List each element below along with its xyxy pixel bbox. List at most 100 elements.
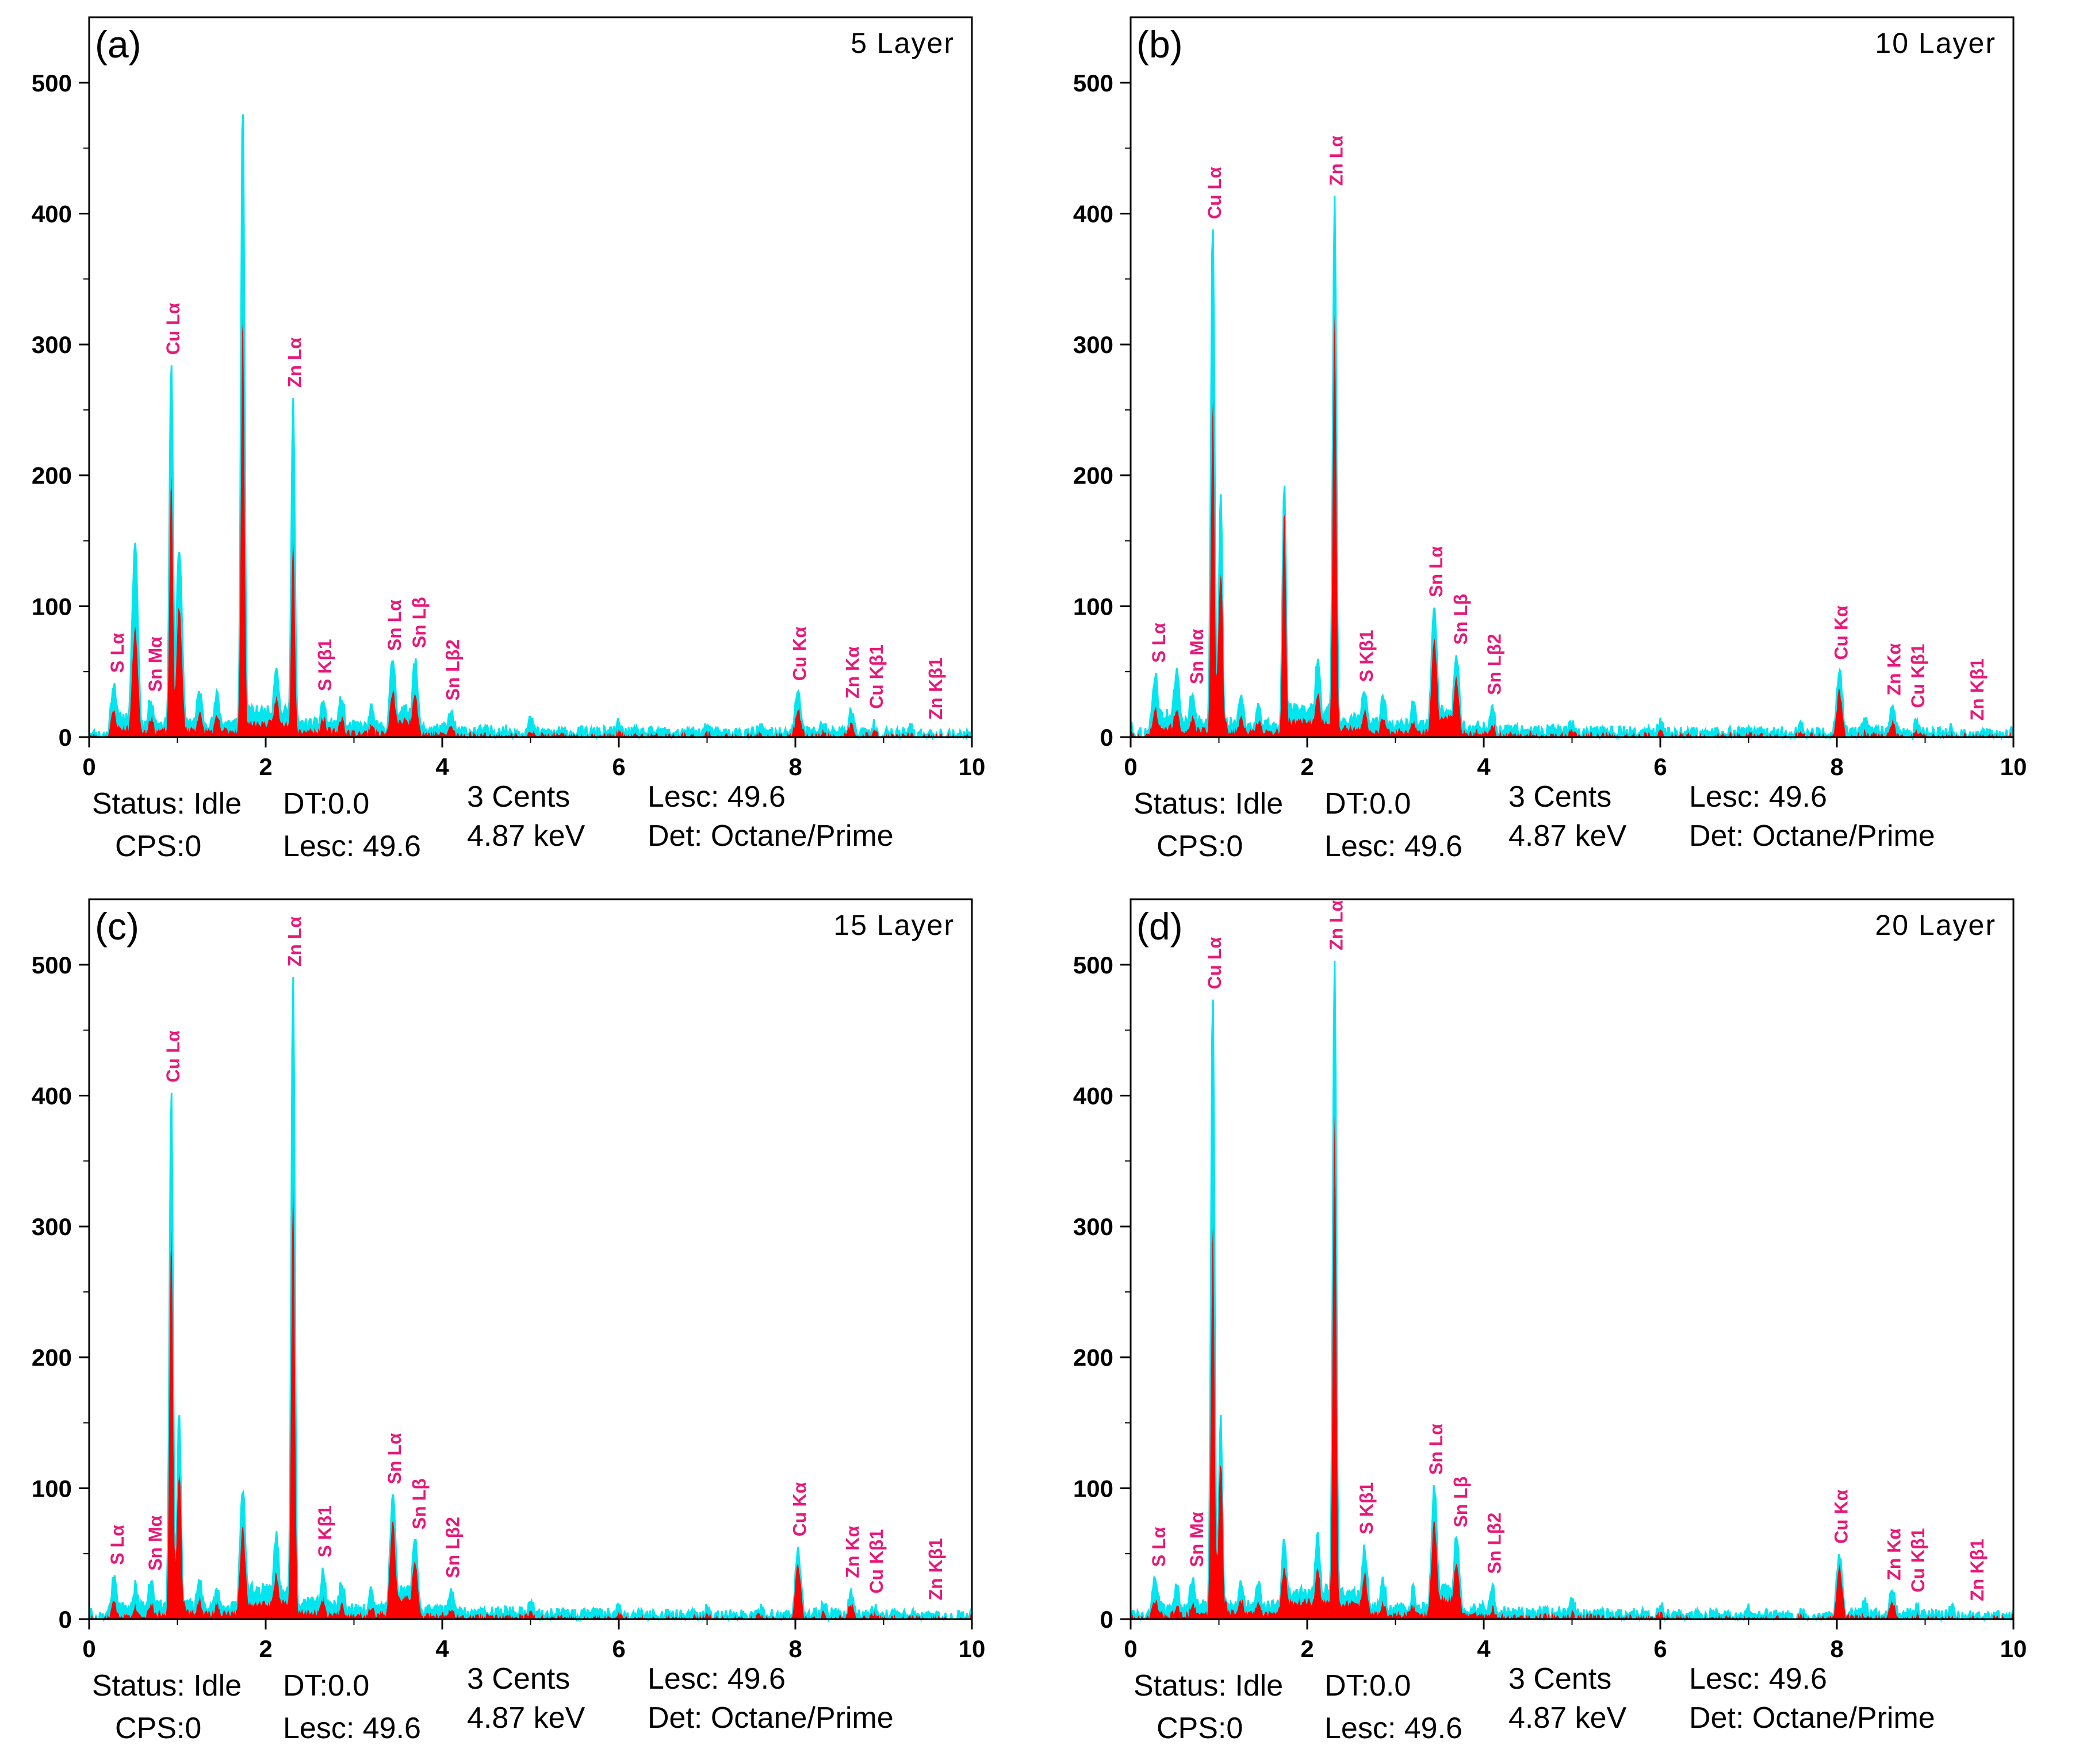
peak-label: S Kβ1 bbox=[1356, 630, 1377, 682]
panel-b: 0 2 4 6 8 10 0 100 200 300 400 500 (b) 10 Layer S Lα Sn… bbox=[1042, 0, 2083, 882]
x-tick-label: 8 bbox=[788, 1635, 802, 1662]
cents-text: 3 Cents bbox=[467, 1662, 570, 1696]
x-tick-label: 8 bbox=[1830, 753, 1843, 780]
peak-label: Sn Lα bbox=[384, 1433, 405, 1484]
series-fill bbox=[89, 319, 972, 737]
peak-label: Zn Lα bbox=[285, 916, 305, 967]
peak-label: Cu Kβ1 bbox=[866, 645, 887, 709]
y-tick-label: 0 bbox=[1100, 1606, 1113, 1633]
cps-text: CPS:0 bbox=[115, 830, 202, 863]
panel-c: 0 2 4 6 8 10 0 100 200 300 400 500 (c) 15 Layer S Lα Sn… bbox=[0, 882, 1042, 1764]
dt-text: DT:0.0 bbox=[283, 1669, 370, 1702]
peak-label: Sn Lβ2 bbox=[442, 639, 463, 701]
y-tick-label: 100 bbox=[1073, 593, 1113, 620]
y-tick-label: 200 bbox=[1073, 462, 1113, 489]
x-tick-label: 0 bbox=[82, 1635, 95, 1662]
kev-text: 4.87 keV bbox=[1508, 819, 1627, 853]
x-tick-label: 10 bbox=[2000, 753, 2027, 780]
plot-frame bbox=[1129, 16, 2015, 738]
kev-text: 4.87 keV bbox=[467, 819, 585, 853]
peak-label: Zn Kβ1 bbox=[925, 657, 946, 719]
y-tick-label: 400 bbox=[1073, 200, 1113, 227]
peak-label: Zn Kα bbox=[1884, 1528, 1905, 1581]
peak-label: Sn Mα bbox=[1186, 629, 1207, 684]
peak-label: Sn Lβ2 bbox=[1484, 1513, 1504, 1574]
peak-label: Sn Lβ bbox=[1450, 1477, 1471, 1528]
y-tick-label: 200 bbox=[1073, 1344, 1113, 1371]
x-tick-label: 4 bbox=[1477, 1635, 1491, 1662]
peak-label: S Kβ1 bbox=[315, 1505, 335, 1558]
peak-label: Cu Lα bbox=[163, 1030, 183, 1083]
series-signal bbox=[1129, 196, 2015, 741]
series-signal bbox=[1129, 960, 2015, 1623]
cents-text: 3 Cents bbox=[1508, 1662, 1612, 1696]
peak-label: Sn Lα bbox=[384, 600, 405, 651]
y-tick-label: 100 bbox=[1073, 1475, 1113, 1502]
y-tick-label: 500 bbox=[1073, 952, 1113, 979]
peak-label: Cu Kα bbox=[1831, 605, 1852, 660]
x-tick-label: 8 bbox=[788, 753, 802, 780]
peak-label: Cu Lα bbox=[163, 302, 183, 355]
peak-label: Zn Lα bbox=[1326, 900, 1347, 950]
detector-text: Det: Octane/Prime bbox=[1689, 819, 1935, 853]
x-tick-label: 2 bbox=[1300, 1635, 1314, 1662]
peak-label: Cu Kα bbox=[1831, 1489, 1852, 1544]
peak-label: S Lα bbox=[1148, 1527, 1169, 1567]
peak-label: Sn Mα bbox=[1186, 1512, 1207, 1567]
y-tick-label: 300 bbox=[1073, 1213, 1113, 1240]
series-fill bbox=[89, 1182, 972, 1619]
x-tick-label: 2 bbox=[259, 753, 272, 780]
cps-text: CPS:0 bbox=[1157, 1712, 1243, 1745]
y-tick-label: 400 bbox=[1073, 1082, 1113, 1109]
peak-label: S Lα bbox=[107, 1525, 128, 1565]
lesc-text-2: Lesc: 49.6 bbox=[1689, 1662, 1827, 1696]
status-text: Status: Idle bbox=[1134, 1669, 1284, 1702]
panel-a: 0 2 4 6 8 10 0 100 200 300 400 500 (a) 5 Layer S Lα Sn … bbox=[0, 0, 1042, 882]
y-tick-label: 0 bbox=[59, 724, 72, 751]
peak-label: Sn Lα bbox=[1426, 546, 1446, 597]
dt-text: DT:0.0 bbox=[283, 787, 370, 820]
cps-text: CPS:0 bbox=[115, 1712, 202, 1745]
peak-label: Sn Mα bbox=[145, 1515, 166, 1570]
lesc-text-2: Lesc: 49.6 bbox=[648, 1662, 786, 1696]
x-tick-label: 0 bbox=[82, 753, 95, 780]
peak-label: Zn Kβ1 bbox=[925, 1538, 946, 1600]
x-tick-label: 10 bbox=[959, 753, 986, 780]
peak-label: Zn Kα bbox=[1884, 643, 1905, 696]
lesc-text-2: Lesc: 49.6 bbox=[1689, 780, 1827, 814]
plot-frame bbox=[1129, 898, 2015, 1620]
x-tick-label: 4 bbox=[1477, 753, 1491, 780]
chart-title: 10 Layer bbox=[1875, 27, 1996, 59]
peak-label: Zn Lα bbox=[285, 338, 305, 388]
y-tick-label: 0 bbox=[1100, 724, 1113, 751]
x-tick-label: 6 bbox=[612, 753, 625, 780]
lesc-text-2: Lesc: 49.6 bbox=[648, 780, 786, 814]
series-signal bbox=[88, 977, 973, 1623]
peak-label: Cu Kβ1 bbox=[1908, 1528, 1928, 1593]
x-tick-label: 8 bbox=[1830, 1635, 1843, 1662]
cents-text: 3 Cents bbox=[1508, 780, 1612, 814]
y-tick-label: 500 bbox=[32, 952, 72, 979]
detector-text: Det: Octane/Prime bbox=[648, 819, 894, 853]
peak-label: Cu Kα bbox=[790, 1482, 810, 1537]
kev-text: 4.87 keV bbox=[1508, 1701, 1627, 1735]
peak-label: Sn Lβ2 bbox=[1484, 634, 1504, 695]
detector-text: Det: Octane/Prime bbox=[648, 1701, 894, 1735]
cents-text: 3 Cents bbox=[467, 780, 570, 814]
dt-text: DT:0.0 bbox=[1324, 787, 1411, 820]
x-tick-label: 10 bbox=[2000, 1635, 2027, 1662]
peak-label: Cu Lα bbox=[1204, 937, 1225, 990]
peak-label: Cu Kα bbox=[790, 627, 810, 681]
y-tick-label: 300 bbox=[32, 331, 72, 358]
y-tick-label: 400 bbox=[32, 1082, 72, 1109]
panel-label: (a) bbox=[95, 23, 141, 66]
peak-label: S Kβ1 bbox=[315, 639, 335, 691]
lesc-text-1: Lesc: 49.6 bbox=[283, 1712, 421, 1745]
chart-title: 15 Layer bbox=[833, 909, 955, 941]
peak-label: S Lα bbox=[107, 633, 128, 673]
panel-label: (b) bbox=[1136, 23, 1183, 66]
series-fill bbox=[1131, 314, 2013, 737]
x-tick-label: 0 bbox=[1124, 753, 1137, 780]
